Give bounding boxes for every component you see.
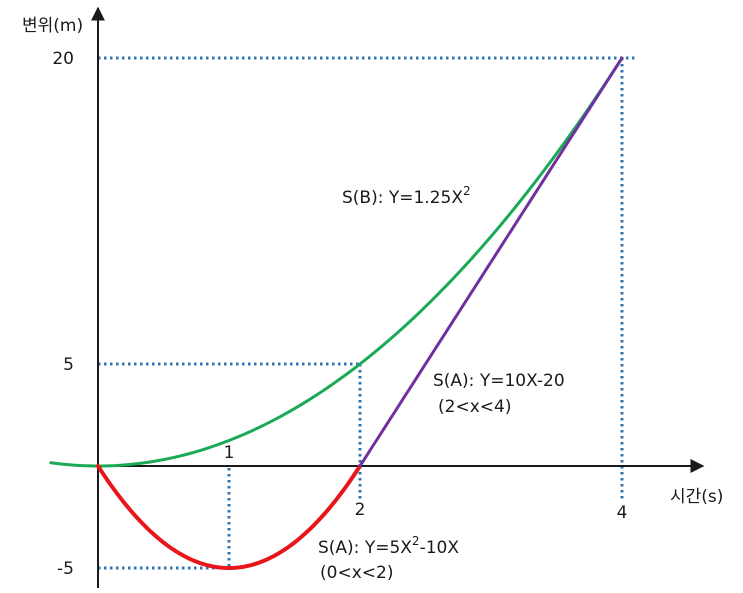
x-axis-label: 시간(s): [670, 487, 723, 507]
x-tick-label-1: 1: [224, 443, 235, 463]
annotation-sa-curve: S(A): Y=5X2-10X: [318, 534, 459, 558]
guide-lines: [98, 56, 638, 570]
annotation-sa-curve-suffix: -10X: [420, 538, 460, 558]
annotation-sb-sup: 2: [463, 184, 471, 198]
series-layer: [49, 56, 624, 570]
tick-labels: 1 2 4 20 5 -5: [52, 49, 627, 579]
annotation-sa-curve-sup: 2: [412, 534, 420, 548]
series-sa-line: [358, 56, 624, 468]
annotation-sa-curve-text: S(A): Y=5X: [318, 538, 412, 558]
annotation-sa-line-range: (2<x<4): [438, 397, 511, 417]
annotation-sa-line: S(A): Y=10X-20: [433, 371, 565, 391]
annotation-sb: S(B): Y=1.25X2: [342, 184, 471, 208]
series-sb-curve: [49, 56, 624, 468]
y-tick-label-5: 5: [63, 355, 74, 375]
annotation-sa-curve-range: (0<x<2): [320, 563, 393, 583]
x-tick-label-4: 4: [617, 503, 628, 523]
y-tick-label-neg5: -5: [57, 559, 74, 579]
y-tick-label-20: 20: [52, 49, 74, 69]
series-sa-curve: [96, 464, 362, 570]
x-tick-label-2: 2: [355, 500, 366, 520]
annotation-sb-text: S(B): Y=1.25X: [342, 188, 463, 208]
y-axis-label: 변위(m): [22, 16, 83, 36]
